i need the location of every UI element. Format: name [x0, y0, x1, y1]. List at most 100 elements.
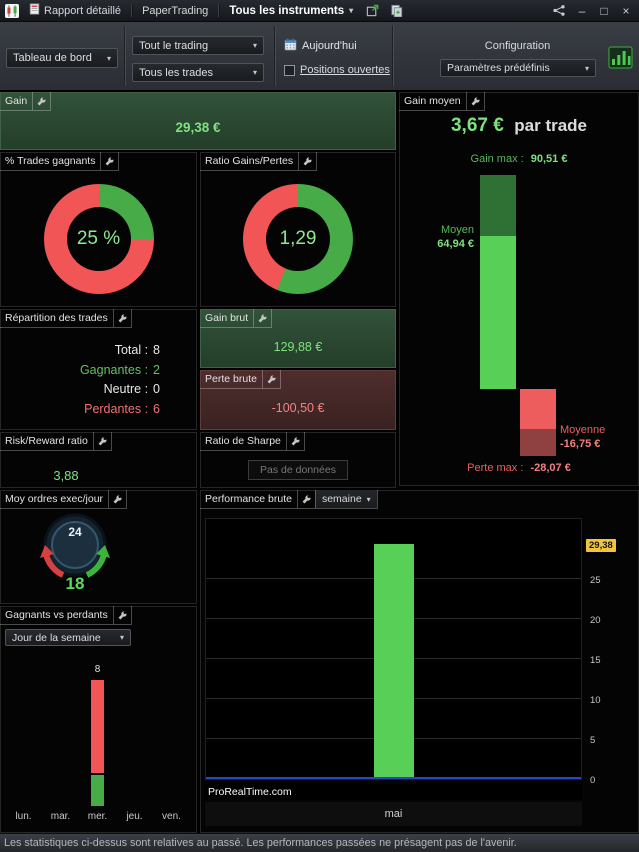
waterfall-bar-perte-max: [520, 429, 556, 456]
row-label: Total :: [114, 343, 149, 357]
panel-header: Gain: [0, 92, 52, 111]
open-positions-label: Positions ouvertes: [300, 64, 390, 76]
wrench-settings-button[interactable]: [296, 490, 315, 508]
wrench-settings-button[interactable]: [465, 92, 484, 110]
maximize-button[interactable]: □: [600, 3, 608, 18]
perte-max-line: Perte max : -28,07 €: [400, 462, 638, 474]
separator: [124, 26, 125, 86]
pct-gagnants-value: 25 %: [76, 227, 121, 249]
moyenne-value: -16,75 €: [560, 438, 601, 451]
panel-gain: Gain 29,38 €: [0, 92, 396, 150]
share-icon[interactable]: [550, 2, 568, 19]
average-gain-headline: 3,67 € par trade: [400, 115, 638, 137]
minimize-button[interactable]: –: [578, 3, 586, 18]
popout-window-icon[interactable]: [363, 2, 381, 19]
row-label: Perdantes :: [84, 401, 149, 416]
panel-header: Performance brute semaine ▾: [200, 490, 378, 509]
y-tick-label: 20: [590, 615, 601, 626]
tab-rapport-detaille[interactable]: Rapport détaillé: [25, 3, 125, 18]
day-label: mer.: [87, 811, 108, 822]
wrench-settings-button[interactable]: [298, 152, 316, 170]
y-tick-label: 25: [590, 575, 601, 586]
panel-header: Répartition des trades: [0, 309, 132, 328]
gain-moyen-waterfall-chart: Moyen 64,94 € Moyenne -16,75 €: [400, 175, 638, 456]
trades-filter-dropdown[interactable]: Tous les trades ▾: [132, 63, 264, 82]
performance-zero-line: [206, 777, 581, 779]
wrench-settings-button[interactable]: [261, 370, 280, 388]
average-gain-suffix: par trade: [514, 116, 588, 135]
y-tick-label: 15: [590, 655, 601, 666]
dashboard-dropdown-label: Tableau de bord: [13, 52, 92, 64]
open-positions-checkbox-row[interactable]: Positions ouvertes: [284, 64, 390, 76]
row-value: 2: [153, 362, 160, 377]
panel-title: Répartition des trades: [5, 312, 108, 324]
y-tick-label: 0: [590, 775, 596, 786]
panel-title: % Trades gagnants: [5, 155, 96, 167]
wrench-settings-button[interactable]: [112, 606, 131, 624]
waterfall-bar-perte-moyenne: [520, 389, 556, 430]
gain-brut-value: 129,88 €: [273, 340, 323, 354]
moyen-value: 64,94 €: [437, 237, 474, 250]
performance-period-dropdown[interactable]: semaine ▾: [314, 490, 377, 508]
gain-max-line: Gain max : 90,51 €: [400, 153, 638, 165]
panel-title: Gain: [5, 95, 28, 107]
orders-per-day-gauge: 24 18: [29, 507, 121, 600]
wrench-settings-button[interactable]: [92, 432, 111, 450]
wrench-settings-button[interactable]: [112, 309, 131, 327]
panel-title: Ratio de Sharpe: [205, 435, 281, 447]
trading-filter-label: Tout le trading: [139, 39, 209, 52]
weekday-column-ven: ven.: [153, 652, 190, 824]
close-button[interactable]: ×: [622, 3, 630, 18]
panel-risk-reward: Risk/Reward ratio 3,88: [0, 432, 197, 488]
total-label: 8: [94, 664, 101, 675]
moyenne-label: Moyenne: [560, 424, 606, 437]
tab-label: PaperTrading: [142, 4, 209, 17]
open-positions-checkbox[interactable]: [284, 64, 295, 76]
donut-hole: 1,29: [266, 206, 330, 271]
separator: [218, 4, 220, 17]
today-button[interactable]: Aujourd'hui: [284, 38, 357, 54]
risk-reward-value: 3,88: [53, 468, 79, 483]
statistics-icon[interactable]: [608, 46, 633, 74]
calendar-icon: [284, 38, 297, 54]
panel-title: Ratio Gains/Pertes: [205, 155, 294, 167]
dashboard-dropdown[interactable]: Tableau de bord ▾: [6, 48, 118, 68]
wrench-settings-button[interactable]: [285, 432, 304, 450]
wrench-settings-button[interactable]: [32, 92, 50, 110]
pct-gagnants-donut-chart: 25 %: [43, 183, 154, 294]
trading-filter-dropdown[interactable]: Tout le trading ▾: [132, 36, 264, 55]
panel-gain-brut: Gain brut 129,88 €: [200, 309, 396, 368]
wrench-settings-button[interactable]: [253, 309, 271, 327]
performance-chart-plot: [205, 518, 582, 780]
panel-performance-brute: Performance brute semaine ▾ 29,38 0 5 10 15…: [200, 490, 639, 833]
panel-ratio-gains-pertes: Ratio Gains/Pertes 1,29: [200, 152, 396, 307]
tab-papertrading[interactable]: PaperTrading: [138, 5, 212, 17]
losers-segment: [91, 680, 104, 773]
panel-title: Gagnants vs perdants: [5, 609, 108, 621]
perte-brute-value: -100,50 €: [271, 401, 325, 415]
presets-dropdown[interactable]: Paramètres prédéfinis ▾: [440, 59, 596, 77]
instruments-dropdown[interactable]: Tous les instruments ▾: [225, 5, 357, 17]
duplicate-report-icon[interactable]: [387, 2, 405, 19]
waterfall-bar-gain-max: [480, 175, 516, 236]
period-label: semaine: [321, 493, 362, 505]
wrench-settings-button[interactable]: [100, 152, 118, 170]
performance-y-axis: 29,38 0 5 10 15 20 25: [584, 518, 638, 786]
chevron-down-icon: ▾: [106, 53, 111, 63]
performance-bar-mai: [373, 543, 414, 779]
separator: [274, 26, 275, 86]
panel-header: % Trades gagnants: [0, 152, 120, 171]
waterfall-bar-gain-moyen: [480, 235, 516, 390]
panel-gagnants-vs-perdants: Gagnants vs perdants Jour de la semaine …: [0, 606, 197, 833]
row-label: Neutre :: [103, 382, 149, 396]
current-value-tag: 29,38: [586, 538, 616, 552]
weekday-dropdown-label: Jour de la semaine: [12, 631, 101, 644]
chevron-down-icon: ▾: [584, 63, 589, 73]
ratio-gains-pertes-value: 1,29: [279, 227, 317, 249]
repartition-row-perdantes: Perdantes : 6: [1, 400, 160, 420]
panel-header: Gain moyen: [399, 92, 485, 111]
panel-header: Ratio Gains/Pertes: [200, 152, 318, 171]
weekday-dropdown[interactable]: Jour de la semaine ▾: [5, 629, 131, 646]
wrench-settings-button[interactable]: [108, 490, 126, 508]
